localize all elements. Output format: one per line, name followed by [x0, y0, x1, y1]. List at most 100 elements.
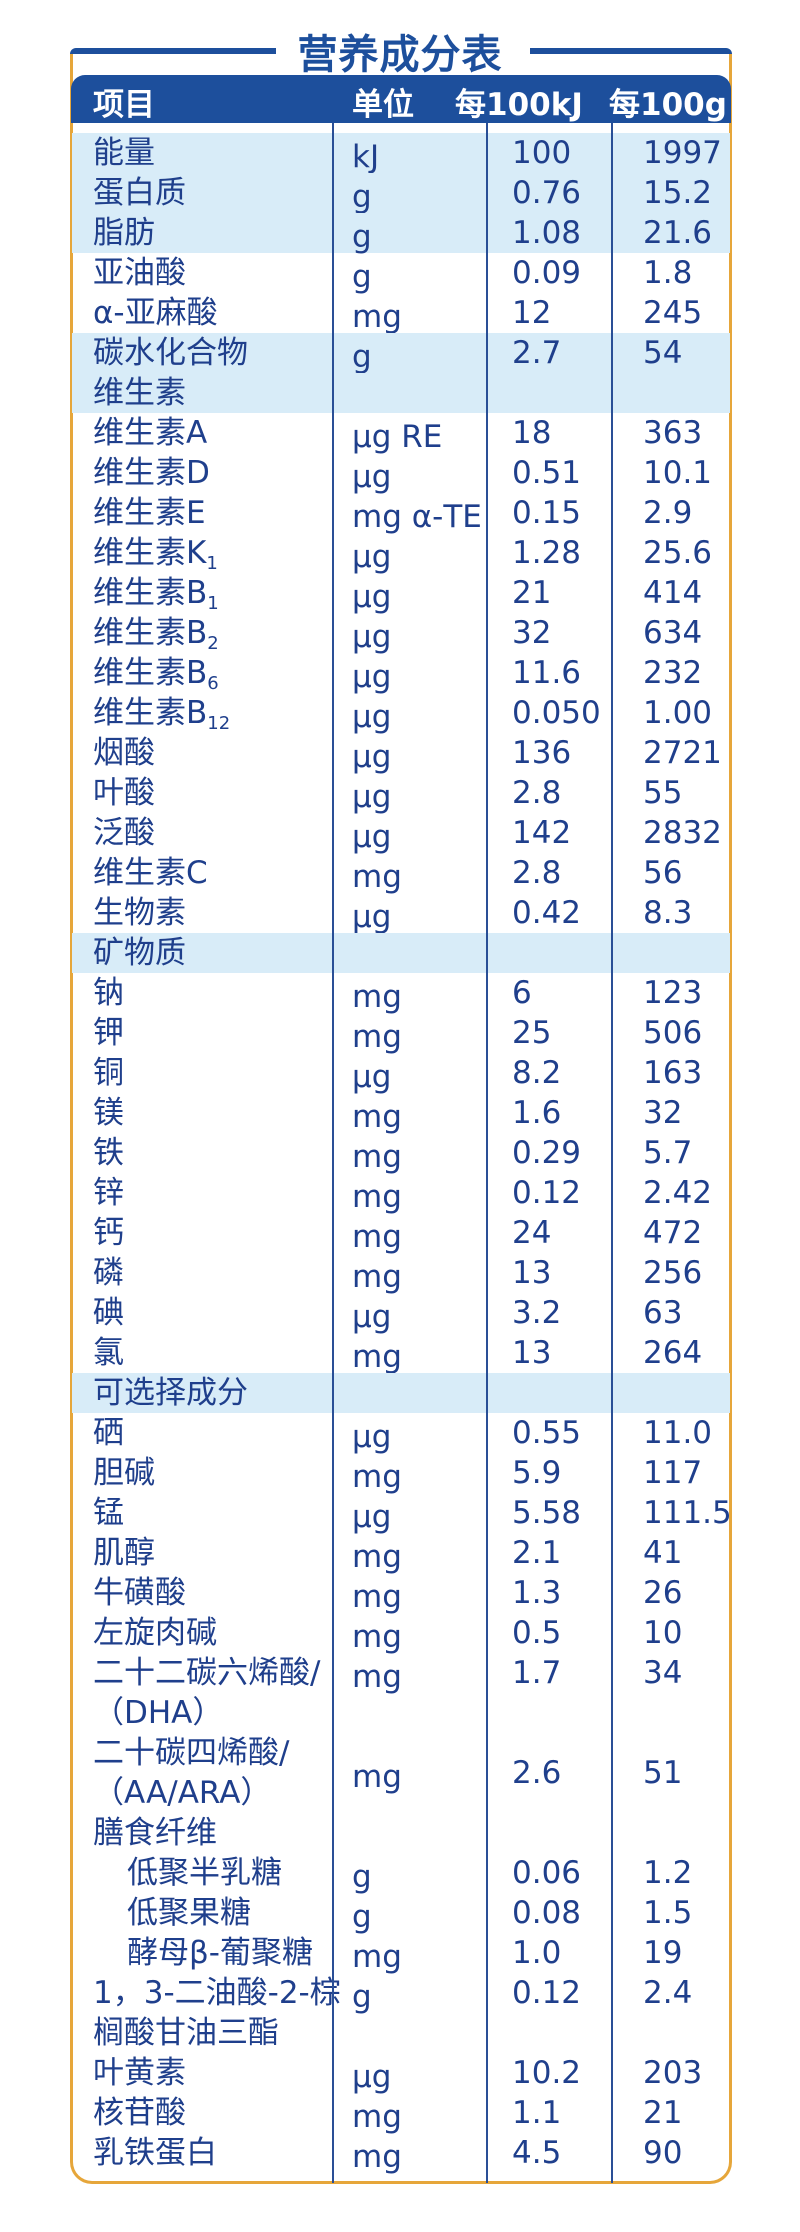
nutrient-name-text: α-亚麻酸: [93, 295, 218, 331]
unit-text: μg: [352, 739, 392, 775]
value-per-100g-text: 10: [643, 1615, 683, 1651]
value-per-100kj-text: 142: [512, 815, 572, 851]
table-row: 氯 mg 13 264: [72, 1333, 730, 1375]
nutrient-name-continued-text: （DHA）: [93, 1695, 224, 1731]
nutrient-name: 碳水化合物: [93, 333, 248, 373]
value-per-100kj: 0.08: [512, 1893, 581, 1933]
value-per-100g-text: 32: [643, 1095, 683, 1131]
value-per-100g: 506: [643, 1013, 702, 1053]
value-per-100g-text: 2.42: [643, 1175, 713, 1211]
unit-text: μg: [352, 1499, 392, 1535]
value-per-100g-text: 2.4: [643, 1975, 693, 2011]
value-per-100g: 117: [643, 1453, 702, 1493]
value-per-100g-text: 1.8: [643, 255, 693, 291]
table-row: 可选择成分: [72, 1373, 730, 1413]
table-header: 项目 单位 每100kJ 每100g: [71, 75, 731, 123]
nutrient-name-text: 叶酸: [93, 775, 155, 811]
title-rule-right: [530, 48, 732, 54]
nutrient-name-text: 膳食纤维: [93, 1815, 217, 1851]
unit: μg: [352, 697, 391, 737]
table-row: 酵母β-葡聚糖 mg 1.0 19: [72, 1933, 730, 1975]
value-per-100g: 10.1: [643, 453, 712, 493]
value-per-100g: 63: [643, 1293, 682, 1333]
value-per-100g: 1.00: [643, 693, 712, 733]
table-row: 泛酸 μg 142 2832: [72, 813, 730, 855]
nutrient-name-text: 生物素: [93, 895, 186, 931]
nutrient-name-text: 钙: [93, 1215, 124, 1251]
unit: mg: [352, 1097, 402, 1137]
table-row: 碘 μg 3.2 63: [72, 1293, 730, 1335]
table-row: 牛磺酸 mg 1.3 26: [72, 1573, 730, 1615]
nutrient-name-text: 低聚果糖: [127, 1895, 251, 1931]
value-per-100g: 19: [643, 1933, 682, 1973]
subscript: 2: [207, 633, 219, 654]
value-per-100kj: 12: [512, 293, 551, 333]
table-row: 肌醇 mg 2.1 41: [72, 1533, 730, 1575]
nutrient-name: 维生素E: [93, 493, 206, 533]
nutrient-name: 左旋肉碱: [93, 1613, 217, 1653]
unit-text: kJ: [352, 139, 380, 175]
unit-text: μg: [352, 579, 392, 615]
unit-text: g: [352, 1859, 372, 1895]
value-per-100kj: 136: [512, 733, 571, 773]
unit-text: μg RE: [352, 419, 443, 455]
unit-text: μg: [352, 1059, 392, 1095]
value-per-100g: 2.9: [643, 493, 692, 533]
unit: g: [352, 217, 372, 257]
value-per-100kj: 0.15: [512, 493, 581, 533]
nutrient-name-text: 胆碱: [93, 1455, 155, 1491]
value-per-100g-text: 1.5: [643, 1895, 693, 1931]
table-row: 脂肪 g 1.08 21.6: [72, 213, 730, 255]
nutrient-name: 可选择成分: [93, 1373, 248, 1413]
subscript: 1: [206, 553, 218, 574]
table-row: 低聚半乳糖 g 0.06 1.2: [72, 1853, 730, 1895]
nutrient-name: 牛磺酸: [93, 1573, 186, 1613]
value-per-100g: 51: [643, 1753, 682, 1793]
value-per-100kj: 0.5: [512, 1613, 561, 1653]
unit-text: mg: [352, 1019, 402, 1055]
table-row: 磷 mg 13 256: [72, 1253, 730, 1295]
unit-text: g: [352, 339, 372, 375]
nutrient-name-text: 铁: [93, 1135, 124, 1171]
value-per-100kj-text: 2.8: [512, 775, 562, 811]
nutrient-name: 叶黄素: [93, 2053, 186, 2093]
unit-text: mg: [352, 859, 402, 895]
nutrient-name: 脂肪: [93, 213, 155, 253]
nutrient-name-text: 锌: [93, 1175, 124, 1211]
nutrient-name: 锌: [93, 1173, 124, 1213]
unit: mg: [352, 1257, 402, 1297]
nutrient-name: 乳铁蛋白: [93, 2133, 217, 2173]
value-per-100g: 15.2: [643, 173, 712, 213]
table-row: 乳铁蛋白 mg 4.5 90: [72, 2133, 730, 2175]
table-frame: [70, 54, 732, 2184]
subscript: 1: [207, 593, 219, 614]
table-row: 铁 mg 0.29 5.7: [72, 1133, 730, 1175]
value-per-100kj-text: 1.08: [512, 215, 582, 251]
value-per-100g: 21: [643, 2093, 682, 2133]
nutrient-name-text: 牛磺酸: [93, 1575, 186, 1611]
value-per-100kj-text: 0.76: [512, 175, 582, 211]
table-row: 矿物质: [72, 933, 730, 973]
unit: g: [352, 337, 372, 377]
unit-text: mg: [352, 1759, 402, 1795]
nutrient-name: α-亚麻酸: [93, 293, 218, 333]
value-per-100g-text: 245: [643, 295, 703, 331]
value-per-100g: 111.5: [643, 1493, 732, 1533]
value-per-100g-text: 117: [643, 1455, 703, 1491]
nutrient-name-text: 二十二碳六烯酸/: [93, 1655, 321, 1691]
nutrient-name: 锰: [93, 1493, 124, 1533]
value-per-100kj: 0.55: [512, 1413, 581, 1453]
value-per-100kj: 142: [512, 813, 571, 853]
value-per-100g: 10: [643, 1613, 682, 1653]
value-per-100kj: 0.51: [512, 453, 581, 493]
value-per-100g-text: 15.2: [643, 175, 713, 211]
table-row: 维生素: [72, 373, 730, 413]
table-row: α-亚麻酸 mg 12 245: [72, 293, 730, 335]
unit-text: mg: [352, 2139, 402, 2175]
table-row: 维生素A μg RE 18 363: [72, 413, 730, 455]
nutrient-name: 烟酸: [93, 733, 155, 773]
unit-text: mg: [352, 1139, 402, 1175]
value-per-100g: 363: [643, 413, 702, 453]
unit: mg: [352, 2097, 402, 2137]
value-per-100g: 634: [643, 613, 702, 653]
